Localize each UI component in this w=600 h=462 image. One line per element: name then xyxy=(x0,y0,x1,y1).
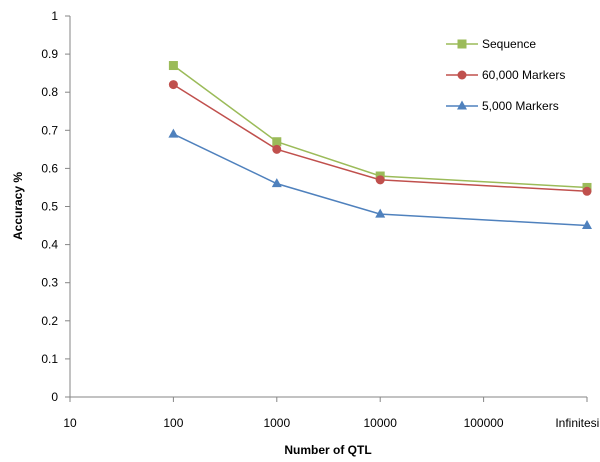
data-point xyxy=(375,175,385,185)
y-tick-label: 0.2 xyxy=(41,314,58,328)
legend-label: 60,000 Markers xyxy=(482,68,565,82)
legend-item: 60,000 Markers xyxy=(446,68,565,82)
x-tick-label: 100 xyxy=(163,416,183,430)
y-tick-label: 0.1 xyxy=(41,352,58,366)
data-point xyxy=(582,220,592,230)
series-group xyxy=(168,61,592,230)
series-line xyxy=(173,83,588,193)
series-5-000-markers xyxy=(168,128,592,230)
x-tick-label: Infinitesimal xyxy=(555,416,600,430)
y-tick-label: 0.8 xyxy=(41,85,58,99)
y-tick-label: 0.9 xyxy=(41,47,58,61)
data-point xyxy=(271,178,282,188)
y-tick-label: 0.6 xyxy=(41,161,58,175)
series-60-000-markers xyxy=(168,80,592,196)
x-tick-label: 100000 xyxy=(464,416,504,430)
x-tick-label: 10 xyxy=(63,416,77,430)
legend-item: 5,000 Markers xyxy=(446,99,559,113)
y-tick-label: 0.7 xyxy=(41,123,58,137)
series-line xyxy=(173,133,588,227)
x-tick-labels: 10 100 1000 10000 100000 Infinitesimal xyxy=(63,397,600,430)
legend-marker xyxy=(457,39,467,49)
data-point xyxy=(375,208,386,218)
data-point xyxy=(582,186,592,196)
y-tick-label: 0.5 xyxy=(41,200,58,214)
x-axis-title: Number of QTL xyxy=(284,443,371,457)
y-tick-label: 0.3 xyxy=(41,276,58,290)
y-tick-labels: 0 0.1 0.2 0.3 0.4 0.5 0.6 0.7 0.8 0.9 1 xyxy=(41,9,70,404)
x-tick-label: 10000 xyxy=(364,416,398,430)
y-tick-label: 0.4 xyxy=(41,238,58,252)
legend-label: 5,000 Markers xyxy=(482,99,559,113)
data-point xyxy=(168,128,179,138)
legend-item: Sequence xyxy=(446,37,536,51)
data-point xyxy=(272,137,282,147)
y-axis-title: Accuracy % xyxy=(11,172,25,240)
data-point xyxy=(168,61,178,71)
legend: Sequence 60,000 Markers 5,000 Markers xyxy=(446,37,565,113)
legend-marker xyxy=(457,70,467,80)
data-point xyxy=(168,80,178,90)
series-line xyxy=(172,64,588,189)
legend-marker xyxy=(457,100,467,110)
y-tick-label: 0 xyxy=(51,390,58,404)
legend-label: Sequence xyxy=(482,37,536,51)
data-point xyxy=(272,144,282,154)
x-tick-label: 1000 xyxy=(263,416,290,430)
y-tick-label: 1 xyxy=(51,9,58,23)
